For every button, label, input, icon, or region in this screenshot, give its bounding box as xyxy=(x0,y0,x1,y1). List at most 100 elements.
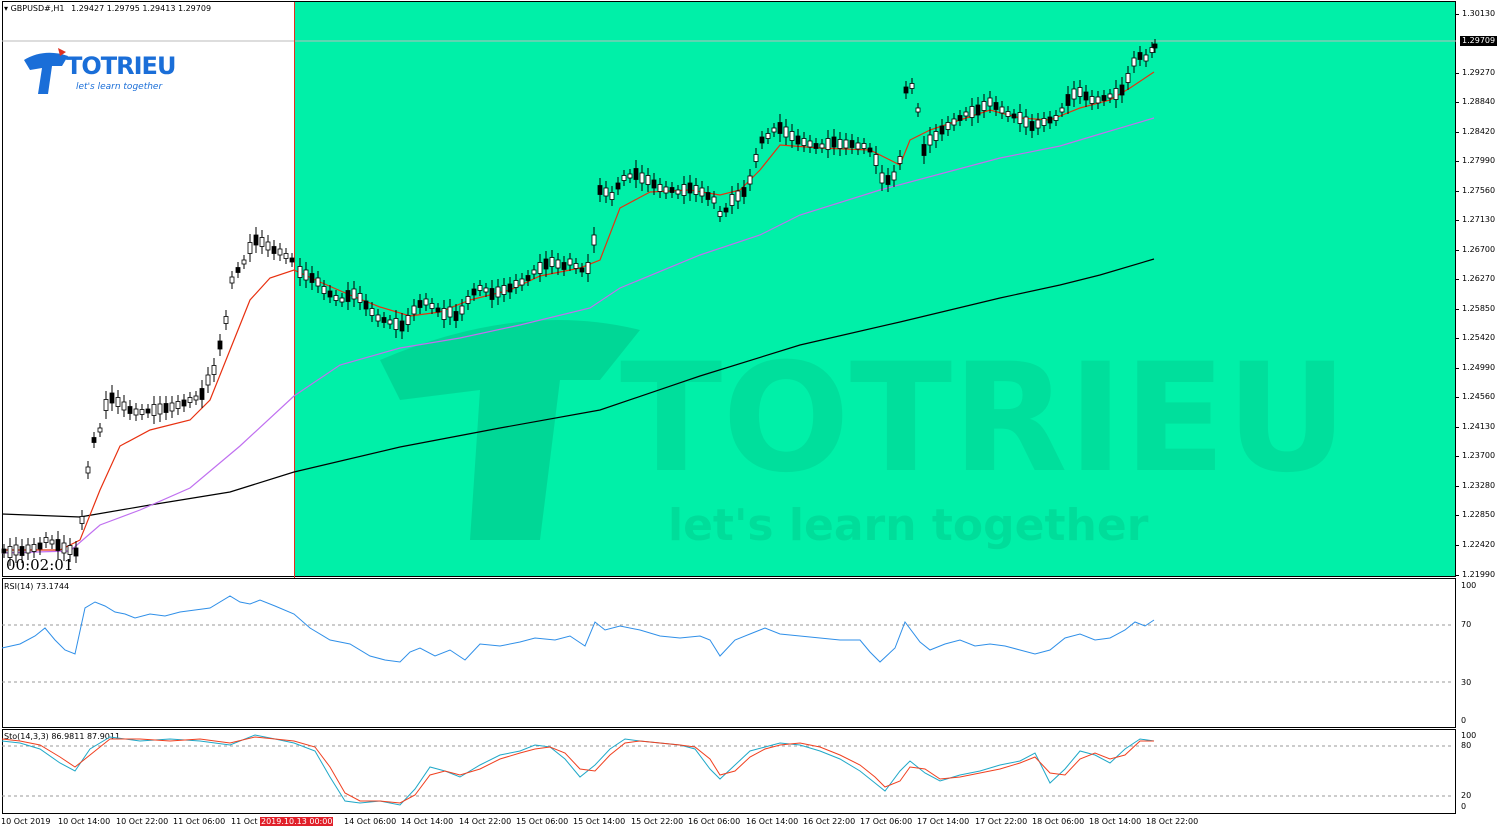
candle-body xyxy=(283,253,289,259)
candle-body xyxy=(103,399,109,411)
candle-body xyxy=(31,544,37,552)
candle-body xyxy=(277,248,283,256)
candle-body xyxy=(759,136,765,144)
rsi-line xyxy=(1,595,1155,663)
candle-body xyxy=(609,192,615,200)
candle-body xyxy=(753,154,759,162)
candle-body xyxy=(711,196,717,204)
time-tick-label: 18 Oct 06:00 xyxy=(1032,817,1085,826)
price-tick-mark xyxy=(1456,73,1459,74)
price-tick-label: 1.28420 xyxy=(1462,127,1496,136)
price-tick-label: 1.27560 xyxy=(1462,186,1496,195)
time-tick-label: 11 Oct xyxy=(231,817,258,826)
watermark-tagline: let's learn together xyxy=(668,500,1149,551)
candle-body xyxy=(345,290,351,302)
candle-body xyxy=(157,403,163,415)
chart-menu-arrow-icon[interactable]: ▾ xyxy=(4,4,9,13)
time-tick-label: 17 Oct 06:00 xyxy=(860,817,913,826)
stoch-main-line xyxy=(1,734,1155,806)
candle-body xyxy=(933,131,939,141)
price-tick-mark xyxy=(1456,545,1459,546)
candle-body xyxy=(783,126,789,138)
price-tick-label: 1.29270 xyxy=(1462,68,1496,77)
candle-body xyxy=(73,547,79,557)
candle-body xyxy=(747,175,753,185)
logo-mark-icon xyxy=(24,48,68,94)
candle-body xyxy=(1131,57,1137,67)
candle-body xyxy=(519,278,525,286)
candle-body xyxy=(603,187,609,197)
candle-body xyxy=(645,175,651,185)
candle-body xyxy=(669,187,675,193)
price-axis[interactable] xyxy=(1456,0,1500,578)
candle-body xyxy=(247,242,253,254)
candle-body xyxy=(181,399,187,407)
price-chart[interactable]: TOTRIEU let's learn together xyxy=(0,0,1456,578)
price-tick-mark xyxy=(1456,486,1459,487)
candle-body xyxy=(1149,47,1155,53)
time-axis[interactable]: 10 Oct 2019 10 Oct 14:00 10 Oct 22:00 11 Oc… xyxy=(0,814,1500,834)
current-price-box: 1.29709 xyxy=(1460,36,1498,46)
candle-body xyxy=(459,305,465,315)
candle-body xyxy=(67,545,73,555)
candle-body xyxy=(229,276,235,284)
time-tick-label: 16 Oct 06:00 xyxy=(688,817,741,826)
candle-body xyxy=(1,548,7,554)
candle-body xyxy=(223,316,229,324)
candle-body xyxy=(1101,95,1107,101)
stoch-pane[interactable] xyxy=(2,729,1456,814)
main-chart-pane[interactable] xyxy=(2,1,1456,577)
candle-body xyxy=(471,288,477,296)
candle-body xyxy=(357,293,363,303)
candle-body xyxy=(1152,43,1158,49)
candle-body xyxy=(903,86,909,94)
stoch-level-80: 80 xyxy=(1461,741,1472,750)
candle-body xyxy=(825,138,831,150)
rsi-level-100: 100 xyxy=(1461,581,1477,590)
candle-body xyxy=(7,546,13,558)
rsi-level-30: 30 xyxy=(1461,678,1472,687)
candle-body xyxy=(265,241,271,251)
candle-body xyxy=(975,104,981,116)
candle-body xyxy=(987,97,993,107)
price-tick-mark xyxy=(1456,515,1459,516)
candle-body xyxy=(1029,121,1035,131)
rsi-chart xyxy=(1,595,1454,683)
candle-body xyxy=(633,168,639,180)
candle-body xyxy=(1017,112,1023,124)
candle-body xyxy=(897,156,903,164)
candle-body xyxy=(717,211,723,217)
time-tick-label: 15 Oct 06:00 xyxy=(516,817,569,826)
candle-body xyxy=(423,298,429,306)
candle-body xyxy=(651,179,657,189)
time-tick-label: 15 Oct 22:00 xyxy=(631,817,684,826)
price-tick-mark xyxy=(1456,161,1459,162)
candle-body xyxy=(729,194,735,206)
price-tick-mark xyxy=(1456,14,1459,15)
candle-body xyxy=(999,106,1005,114)
candle-body xyxy=(885,175,891,185)
candle-body xyxy=(1023,116,1029,128)
candle-body xyxy=(621,175,627,181)
time-tick-label: 14 Oct 14:00 xyxy=(401,817,454,826)
candle-body xyxy=(537,262,543,274)
candles xyxy=(1,39,1158,566)
candle-body xyxy=(1041,118,1047,126)
candle-body xyxy=(411,305,417,315)
candle-body xyxy=(741,187,747,197)
candle-body xyxy=(1011,113,1017,119)
price-tick-label: 1.26700 xyxy=(1462,245,1496,254)
candle-body xyxy=(951,118,957,126)
candle-body xyxy=(543,258,549,270)
price-tick-label: 1.24990 xyxy=(1462,363,1496,372)
time-tick-label: 11 Oct 06:00 xyxy=(173,817,226,826)
candle-body xyxy=(399,320,405,332)
candle-body xyxy=(687,182,693,194)
candle-body xyxy=(765,133,771,139)
price-tick-mark xyxy=(1456,279,1459,280)
candle-body xyxy=(891,171,897,181)
ma-mid-line xyxy=(1,117,1155,554)
candle-body xyxy=(453,311,459,321)
candle-body xyxy=(807,140,813,148)
time-tick-label: 18 Oct 14:00 xyxy=(1089,817,1142,826)
